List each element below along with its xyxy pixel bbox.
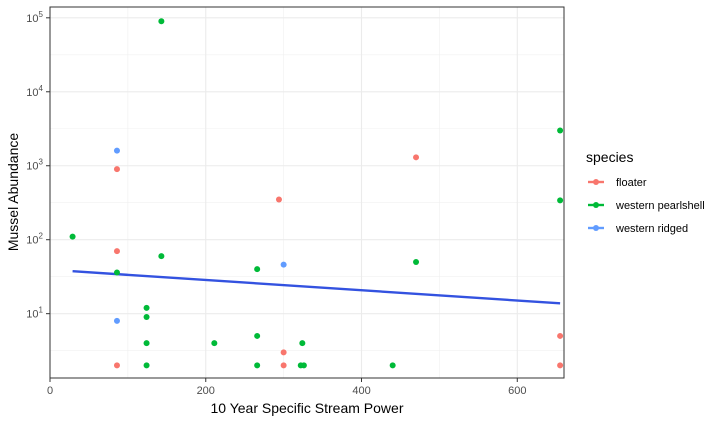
point-floater [275,196,282,203]
y-tick-label: 104 [26,84,43,99]
x-tick-label: 0 [47,385,53,397]
point-western-pearlshell [254,362,261,369]
legend-key-point-floater [593,179,599,185]
legend-label-western-ridged: western ridged [615,223,688,235]
point-western-pearlshell [143,304,150,311]
legend-items: floater western pearlshell western ridged [588,177,705,235]
y-tick-label-exponent: 1 [39,306,44,315]
point-western-pearlshell [254,266,261,273]
point-western-ridged [280,261,287,268]
x-axis-title: 10 Year Specific Stream Power [211,400,404,416]
point-floater [557,332,564,339]
x-tick-label: 600 [508,385,526,397]
y-tick-label: 103 [26,158,43,173]
point-floater [113,362,120,369]
point-western-pearlshell [158,18,165,25]
y-tick-label-base: 10 [26,235,38,247]
point-western-pearlshell [254,332,261,339]
legend-label-floater: floater [616,177,647,189]
panel-border [49,6,565,379]
point-western-pearlshell [557,197,564,204]
legend-key-point-western-pearlshell [593,202,599,208]
y-tick-label-exponent: 2 [39,232,44,241]
point-floater [280,349,287,356]
y-tick-label: 102 [26,232,43,247]
y-tick-label-exponent: 5 [39,10,44,19]
point-western-pearlshell [69,233,76,240]
grid-major [49,7,564,378]
point-western-pearlshell [143,340,150,347]
point-western-pearlshell [158,253,165,260]
point-western-pearlshell [300,362,307,369]
point-western-pearlshell [299,340,306,347]
y-tick-label-exponent: 3 [39,158,44,167]
y-tick-label: 101 [26,306,43,321]
point-western-ridged [113,317,120,324]
y-tick-label: 105 [26,10,43,25]
y-tick-label-base: 10 [26,13,38,25]
y-tick-label-base: 10 [26,161,38,173]
trend-line [72,270,561,305]
point-western-pearlshell [143,314,150,321]
legend: species floater western pearlshell western… [586,149,705,235]
point-western-pearlshell [211,340,218,347]
point-western-ridged [113,147,120,154]
grid-minor [50,7,564,378]
y-axis-title: Mussel Abundance [5,133,21,252]
point-floater [113,248,120,255]
point-western-pearlshell [389,362,396,369]
point-floater [557,362,564,369]
point-western-pearlshell [413,258,420,265]
legend-key-point-western-ridged [593,225,599,231]
legend-title: species [586,149,633,165]
point-floater [280,362,287,369]
y-tick-label-exponent: 4 [39,84,44,93]
y-tick-label-base: 10 [26,87,38,99]
point-western-pearlshell [113,269,120,276]
point-western-pearlshell [557,127,564,134]
point-western-pearlshell [143,362,150,369]
x-tick-label: 200 [197,385,215,397]
trend-layer [72,270,561,305]
point-floater [413,154,420,161]
panel-background [50,7,564,378]
legend-label-western-pearlshell: western pearlshell [615,200,705,212]
point-floater [113,166,120,173]
points-layer [69,18,564,369]
y-tick-label-base: 10 [26,309,38,321]
x-axis: 0 200 400 600 [47,378,526,397]
x-tick-label: 400 [352,385,370,397]
